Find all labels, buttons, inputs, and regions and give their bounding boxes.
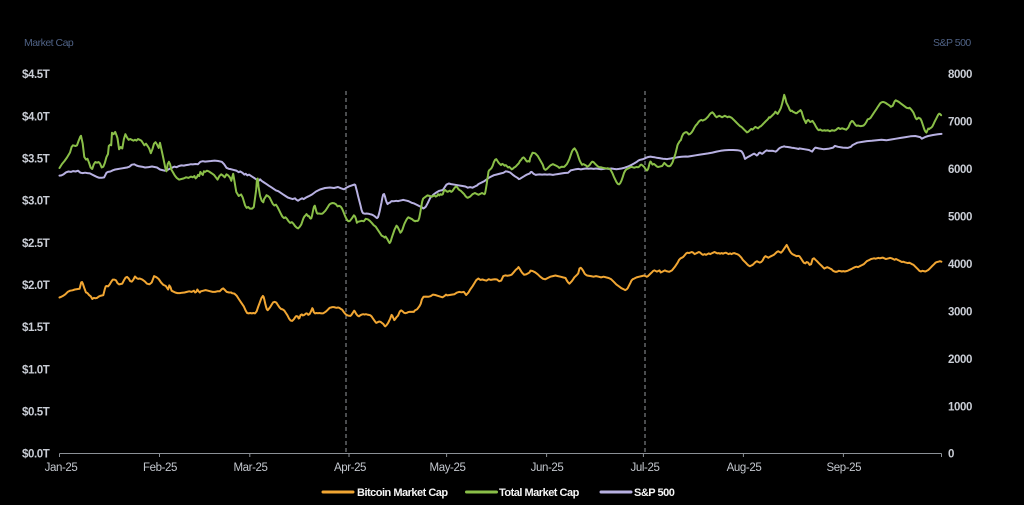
svg-text:$3.0T: $3.0T: [22, 196, 50, 208]
svg-text:Mar-25: Mar-25: [233, 462, 267, 474]
svg-text:Sep-25: Sep-25: [826, 462, 861, 474]
svg-text:5000: 5000: [948, 212, 972, 224]
svg-text:$1.5T: $1.5T: [22, 322, 50, 334]
svg-text:Jan-25: Jan-25: [45, 462, 78, 474]
svg-text:May-25: May-25: [430, 462, 466, 474]
svg-text:0: 0: [948, 449, 954, 461]
svg-text:Feb-25: Feb-25: [143, 462, 177, 474]
svg-text:$0.5T: $0.5T: [22, 407, 50, 419]
svg-text:Jun-25: Jun-25: [531, 462, 564, 474]
svg-text:$3.5T: $3.5T: [22, 154, 50, 166]
svg-text:$1.0T: $1.0T: [22, 364, 50, 376]
svg-text:Bitcoin Market Cap: Bitcoin Market Cap: [357, 487, 448, 499]
svg-text:Aug-25: Aug-25: [727, 462, 762, 474]
svg-text:$2.0T: $2.0T: [22, 280, 50, 292]
svg-text:S&P 500: S&P 500: [634, 487, 675, 499]
svg-text:$4.5T: $4.5T: [22, 69, 50, 81]
svg-text:Total Market Cap: Total Market Cap: [499, 487, 580, 499]
svg-text:S&P 500: S&P 500: [933, 37, 971, 49]
svg-text:4000: 4000: [948, 259, 972, 271]
svg-text:7000: 7000: [948, 117, 972, 129]
svg-text:Jul-25: Jul-25: [631, 462, 660, 474]
svg-text:3000: 3000: [948, 306, 972, 318]
svg-text:$0.0T: $0.0T: [22, 449, 50, 461]
svg-text:2000: 2000: [948, 354, 972, 366]
svg-text:$4.0T: $4.0T: [22, 111, 50, 123]
svg-text:8000: 8000: [948, 69, 972, 81]
svg-text:$2.5T: $2.5T: [22, 238, 50, 250]
svg-text:1000: 1000: [948, 401, 972, 413]
svg-text:Market Cap: Market Cap: [24, 37, 74, 49]
svg-text:Apr-25: Apr-25: [334, 462, 366, 474]
svg-text:6000: 6000: [948, 164, 972, 176]
